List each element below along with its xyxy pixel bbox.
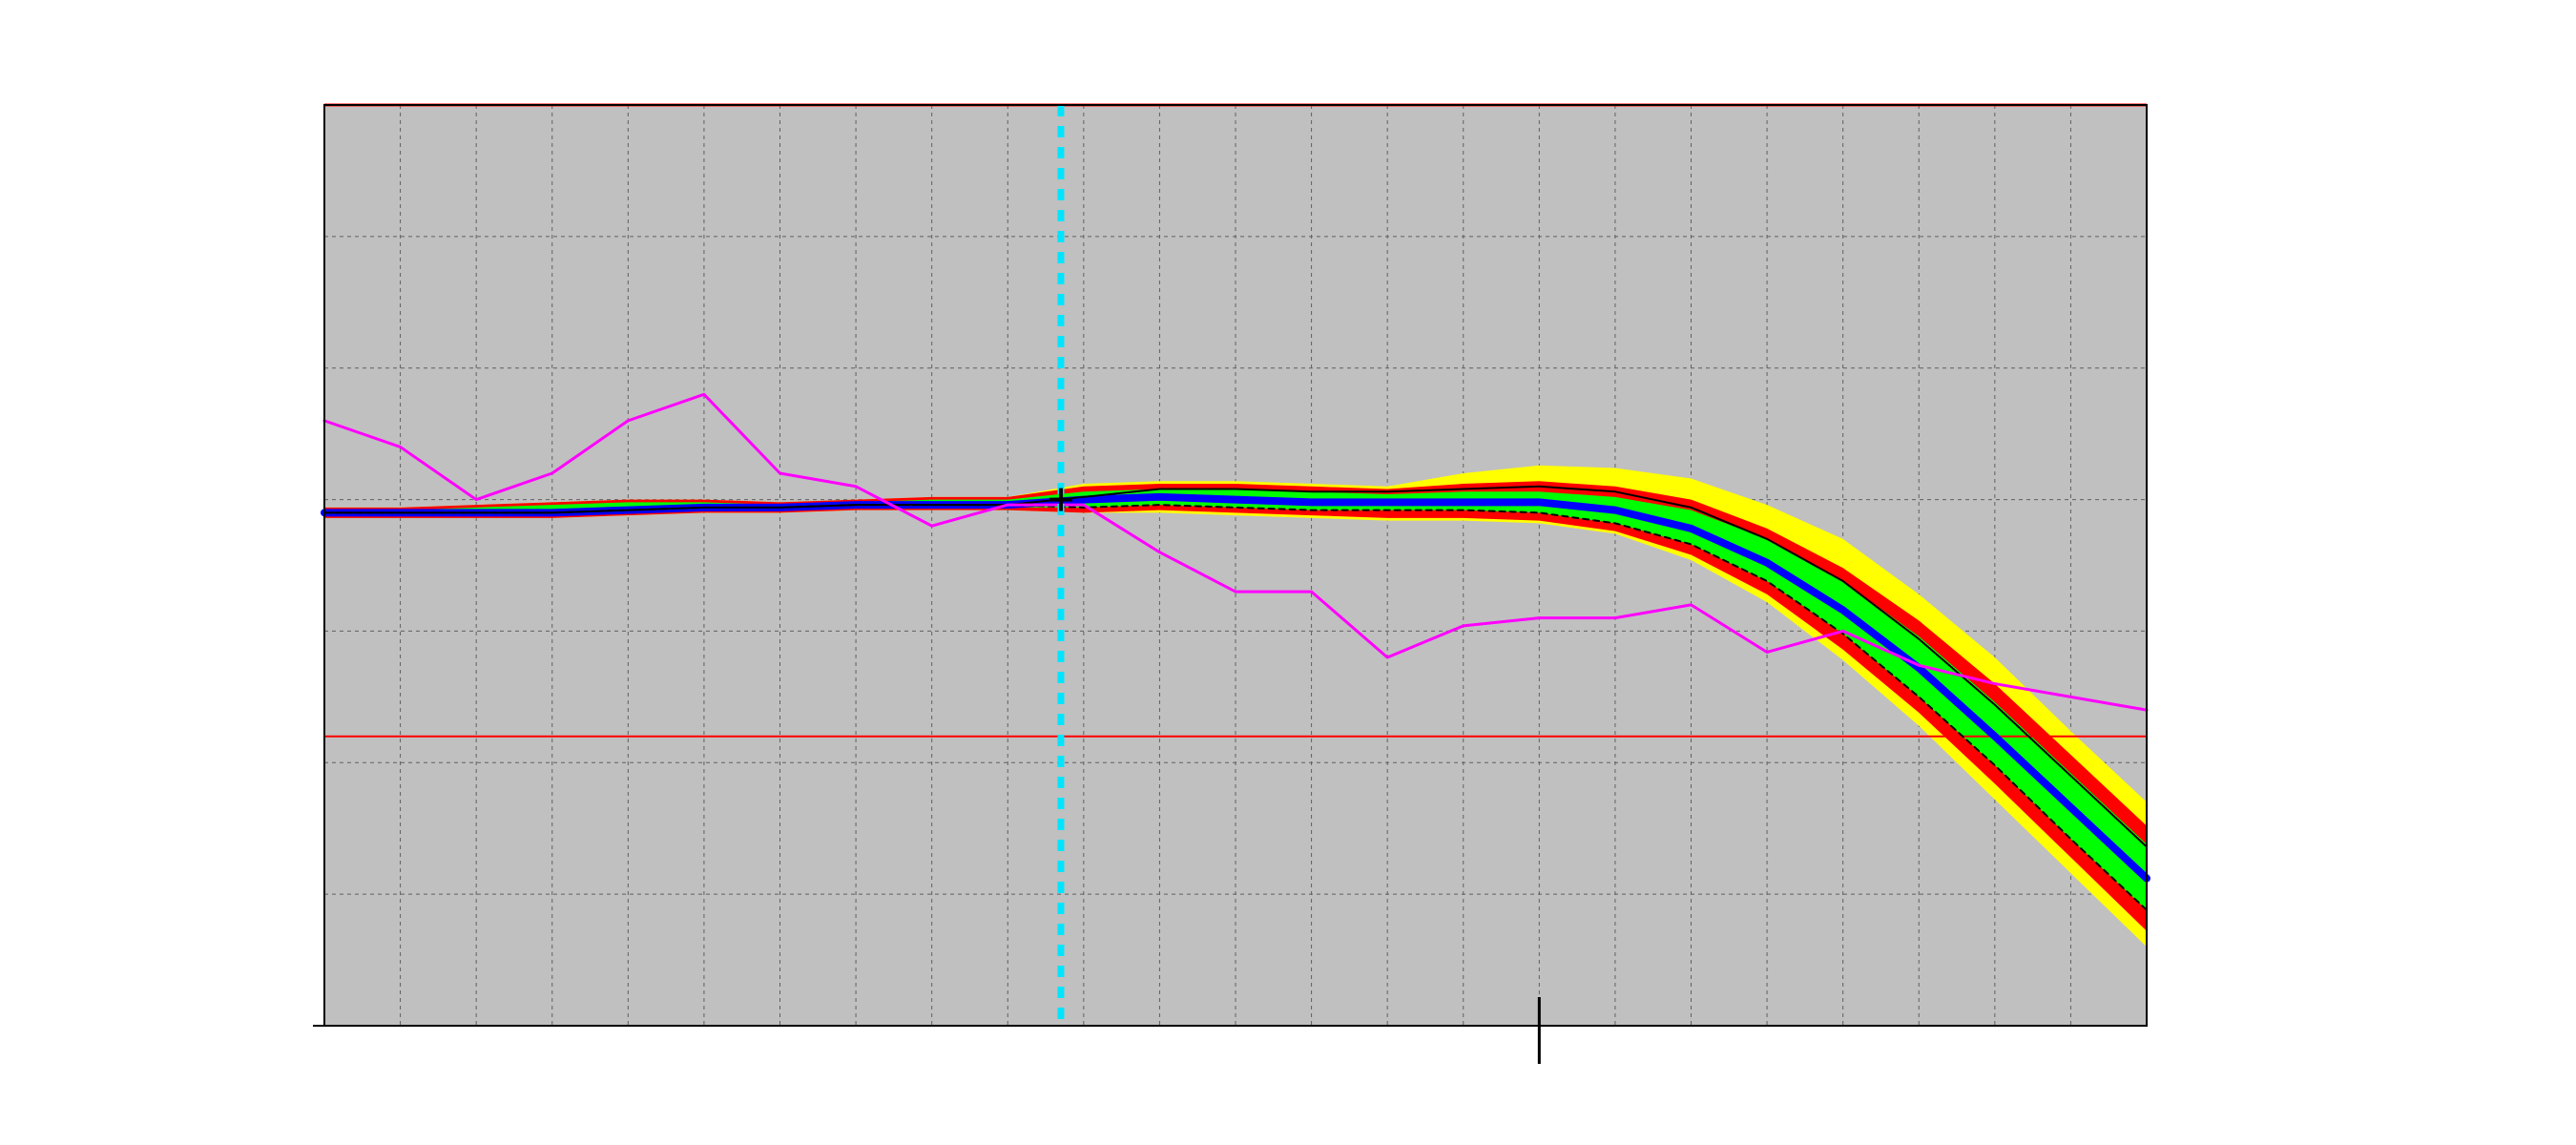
chart-container <box>0 0 2576 1145</box>
chart-svg <box>0 0 2576 1145</box>
